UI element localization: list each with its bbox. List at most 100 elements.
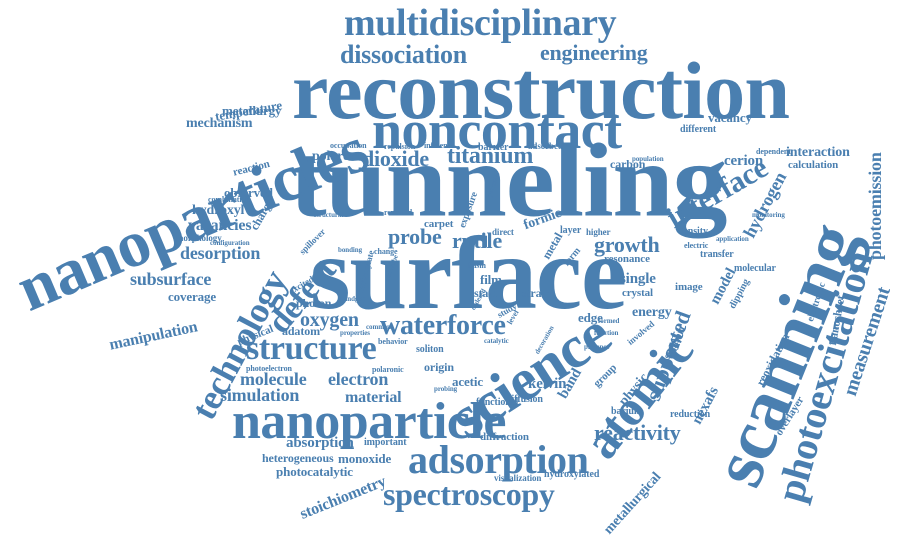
word-desorption: desorption (180, 243, 261, 263)
word-tunneling: tunneling (290, 122, 727, 239)
word-occupation: occupation (330, 141, 367, 150)
word-density: density (678, 226, 708, 237)
word-reconstruction: reconstruction (292, 45, 790, 136)
word-monoxide: monoxide (338, 451, 392, 466)
word-dioxide: dioxide (362, 146, 429, 171)
word-origin: origin (424, 360, 454, 374)
word-revealed: revealed (384, 208, 413, 217)
word-noncontact: noncontact (372, 100, 622, 160)
word-hydroxyl: hydroxyl (192, 203, 245, 218)
word-transfer: transfer (700, 249, 734, 260)
word-combination: combination (208, 195, 250, 204)
word-layer: layer (560, 225, 582, 236)
word-metallurgical: metallurgical (601, 469, 665, 535)
word-polaron: polaron (312, 149, 358, 164)
word-properties: properties (340, 329, 370, 337)
word-image: image (675, 281, 703, 293)
word-oxygen: oxygen (300, 309, 359, 331)
word-direct: direct (492, 227, 514, 237)
word-different: different (680, 124, 717, 135)
word-presence: presence (584, 343, 610, 351)
word-photon: photon (296, 296, 332, 310)
word-rutile: rutile (452, 228, 502, 253)
word-barrier: barrier (478, 142, 509, 153)
word-waterforce: waterforce (380, 310, 506, 341)
word-titanium: titanium (447, 143, 534, 169)
word-structure: structure (246, 330, 377, 367)
word-behavior: behavior (378, 337, 408, 346)
word-growth: growth (594, 232, 660, 257)
word-acetic: acetic (452, 374, 483, 389)
word-film: film (480, 272, 502, 287)
word-vacancy: vacancy (708, 110, 752, 125)
word-metallurgy: metallurgy (222, 103, 282, 118)
word-dissociation: dissociation (340, 40, 467, 69)
word-probe: probe (388, 224, 442, 249)
word-catalytic: catalytic (484, 337, 509, 345)
word-barium: barium (611, 406, 643, 417)
word-photoemission: photoemission (865, 152, 885, 260)
word-diffusion: diffusion (506, 394, 543, 405)
word-population: population (632, 155, 664, 163)
word-adsorption: adsorption (408, 437, 589, 482)
word-adsorbed: adsorbed (528, 141, 563, 151)
word-material: material (345, 389, 402, 406)
word-coverage: coverage (168, 289, 217, 304)
word-diffraction: diffraction (480, 431, 529, 443)
word-multidisciplinary: multidisciplinary (344, 2, 617, 44)
word-calculation: calculation (788, 159, 839, 171)
word-comment: comment (366, 323, 394, 331)
word-structural: structural (314, 211, 344, 219)
word-reduction: reduction (670, 409, 711, 420)
word-influence: influence (424, 141, 455, 150)
word-energy: energy (632, 305, 672, 320)
word-electron: electron (328, 369, 389, 389)
word-heterogeneous: heterogeneous (262, 451, 334, 465)
word-simulation: simulation (220, 385, 300, 405)
word-hydroxylated: hydroxylated (544, 469, 600, 480)
word-crystal: crystal (622, 287, 653, 299)
word-stoichiometry: stoichiometry (297, 472, 389, 523)
word-higher: higher (586, 227, 611, 237)
word-observed: observed (224, 185, 273, 200)
word-engineering: engineering (540, 40, 648, 65)
word-polaronic: polaronic (372, 365, 404, 374)
word-molecule: molecule (240, 369, 307, 389)
word-bandgap: bandgap (340, 295, 366, 303)
word-kelvin: kelvin (528, 376, 567, 392)
word-photocatalytic: photocatalytic (276, 464, 353, 479)
word-functional: functional (476, 397, 519, 408)
word-configuration: configuration (210, 239, 250, 247)
word-surface: surface (310, 216, 627, 331)
word-formed: formed (598, 317, 620, 325)
word-bonding: bonding (338, 246, 363, 254)
word-strain: strain (522, 286, 552, 300)
word-interaction: interaction (786, 145, 850, 160)
word-cerion: cerion (724, 153, 764, 169)
word-single: single (620, 271, 656, 287)
word-repulsion: repulsion (384, 142, 416, 151)
word-absorption: absorption (286, 435, 354, 451)
word-edge: edge (578, 310, 603, 325)
word-dependent: dependent (756, 147, 791, 156)
word-manipulation: manipulation (107, 318, 200, 354)
word-electric: electric (684, 241, 709, 250)
word-soliton: soliton (416, 344, 444, 355)
word-morphology: morphology (176, 233, 222, 243)
word-reactivity: reactivity (594, 420, 681, 445)
word-monitoring: monitoring (752, 211, 785, 219)
word-nanoparticle: nanoparticle (232, 393, 507, 450)
word-subsurface: subsurface (130, 269, 212, 289)
word-carpet: carpet (424, 218, 454, 230)
word-adatom: adatom (282, 324, 320, 338)
word-spectroscopy: spectroscopy (383, 476, 555, 512)
word-carbon: carbon (610, 157, 646, 171)
word-resonance: resonance (604, 253, 650, 265)
word-molecular: molecular (734, 263, 776, 274)
word-vacancies: vacancies (188, 217, 252, 234)
word-change: change (374, 247, 398, 256)
word-visualization: visualization (494, 473, 542, 483)
word-important: important (364, 437, 407, 448)
word-mechanism: mechanism (186, 116, 253, 131)
